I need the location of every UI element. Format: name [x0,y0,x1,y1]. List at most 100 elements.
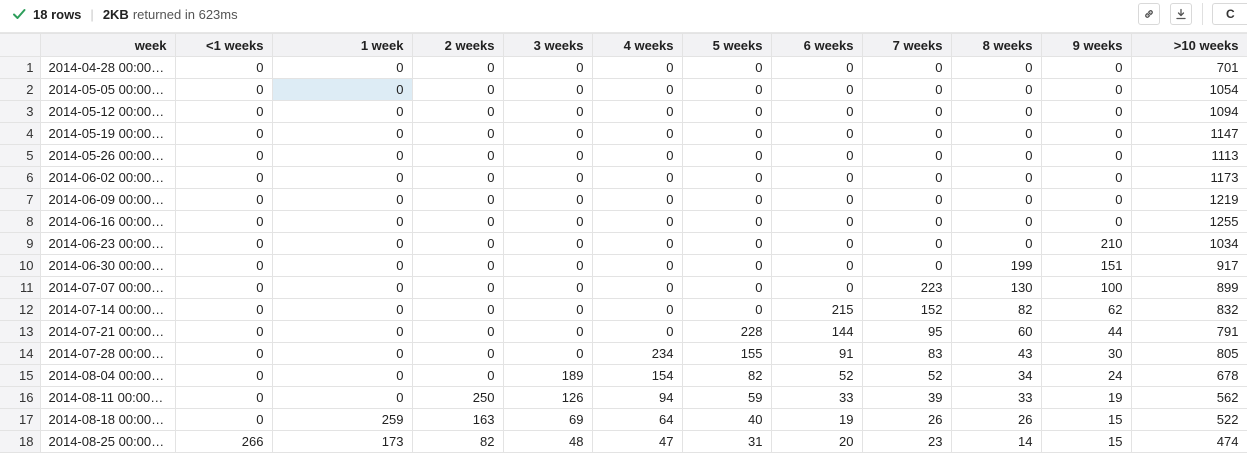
table-cell[interactable]: 62 [1040,298,1132,321]
table-cell[interactable]: 2014-06-16 00:00:… [39,210,176,233]
table-cell[interactable]: 0 [271,254,413,277]
table-cell[interactable]: 0 [681,188,772,211]
table-cell[interactable]: 2014-06-02 00:00:… [39,166,176,189]
table-cell[interactable]: 899 [1130,276,1247,299]
table-cell[interactable]: 0 [770,100,863,123]
table-cell[interactable]: 0 [174,364,273,387]
table-cell[interactable]: 173 [271,430,413,453]
table-cell[interactable]: 0 [591,56,683,79]
table-cell[interactable]: 40 [681,408,772,431]
table-cell[interactable]: 0 [861,100,952,123]
table-cell[interactable]: 0 [591,122,683,145]
table-cell[interactable]: 126 [502,386,593,409]
table-cell[interactable]: 0 [411,342,504,365]
table-cell[interactable]: 0 [411,100,504,123]
table-cell[interactable]: 1054 [1130,78,1247,101]
table-cell[interactable]: 0 [770,232,863,255]
table-cell[interactable]: 0 [770,56,863,79]
table-cell[interactable]: 228 [681,320,772,343]
table-cell[interactable]: 83 [861,342,952,365]
table-cell[interactable]: 0 [591,298,683,321]
table-cell[interactable]: 144 [770,320,863,343]
table-cell[interactable]: 0 [950,188,1042,211]
table-cell[interactable]: 33 [950,386,1042,409]
table-cell[interactable]: 154 [591,364,683,387]
table-cell[interactable]: 2014-05-19 00:00:… [39,122,176,145]
table-cell[interactable]: 59 [681,386,772,409]
table-cell[interactable]: 2014-08-18 00:00:… [39,408,176,431]
table-cell[interactable]: 43 [950,342,1042,365]
table-cell[interactable]: 19 [1040,386,1132,409]
table-cell[interactable]: 2014-05-12 00:00:… [39,100,176,123]
download-button[interactable] [1170,3,1192,25]
table-cell[interactable]: 0 [502,78,593,101]
table-cell[interactable]: 0 [271,56,413,79]
table-cell[interactable]: 0 [1040,144,1132,167]
table-cell[interactable]: 30 [1040,342,1132,365]
table-cell[interactable]: 0 [411,56,504,79]
table-cell[interactable]: 82 [950,298,1042,321]
table-cell[interactable]: 2014-07-28 00:00:… [39,342,176,365]
table-cell[interactable]: 0 [271,210,413,233]
column-header-7-weeks[interactable]: 7 weeks [861,33,952,57]
table-cell[interactable]: 805 [1130,342,1247,365]
table-cell[interactable]: 0 [770,188,863,211]
table-cell[interactable]: 1147 [1130,122,1247,145]
table-cell[interactable]: 0 [770,254,863,277]
table-cell[interactable]: 0 [770,78,863,101]
table-cell[interactable]: 0 [1040,210,1132,233]
table-cell[interactable]: 1255 [1130,210,1247,233]
column-header-week[interactable]: week [39,33,176,57]
table-cell[interactable]: 0 [770,166,863,189]
table-cell[interactable]: 0 [681,166,772,189]
table-cell[interactable]: 0 [591,232,683,255]
table-cell[interactable]: 0 [411,276,504,299]
table-cell[interactable]: 0 [271,100,413,123]
table-cell[interactable]: 189 [502,364,593,387]
table-cell[interactable]: 0 [681,56,772,79]
table-cell[interactable]: 60 [950,320,1042,343]
table-cell[interactable]: 69 [502,408,593,431]
table-cell[interactable]: 1219 [1130,188,1247,211]
table-cell[interactable]: 0 [502,188,593,211]
table-cell[interactable]: 0 [411,166,504,189]
table-cell[interactable]: 0 [950,210,1042,233]
table-cell[interactable]: 0 [591,78,683,101]
table-cell[interactable]: 0 [174,144,273,167]
table-cell[interactable]: 0 [502,254,593,277]
table-cell[interactable]: 0 [950,100,1042,123]
column-header-2-weeks[interactable]: 2 weeks [411,33,504,57]
table-cell[interactable]: 0 [1040,78,1132,101]
table-cell[interactable]: 0 [681,254,772,277]
table-cell[interactable]: 0 [271,78,413,101]
table-cell[interactable]: 0 [950,144,1042,167]
table-cell[interactable]: 52 [770,364,863,387]
table-cell[interactable]: 1113 [1130,144,1247,167]
table-cell[interactable]: 82 [411,430,504,453]
table-cell[interactable]: 0 [174,56,273,79]
table-cell[interactable]: 0 [271,188,413,211]
table-cell[interactable]: 44 [1040,320,1132,343]
copy-button[interactable]: C [1212,3,1247,25]
table-cell[interactable]: 2014-05-05 00:00:… [39,78,176,101]
column-header-9-weeks[interactable]: 9 weeks [1040,33,1132,57]
column-header-6-weeks[interactable]: 6 weeks [770,33,863,57]
column-header-gt10-weeks[interactable]: >10 weeks [1130,33,1247,57]
table-cell[interactable]: 0 [411,364,504,387]
table-cell[interactable]: 34 [950,364,1042,387]
table-cell[interactable]: 0 [271,320,413,343]
column-header-4-weeks[interactable]: 4 weeks [591,33,683,57]
table-cell[interactable]: 0 [861,122,952,145]
table-cell[interactable]: 0 [591,188,683,211]
table-cell[interactable]: 95 [861,320,952,343]
table-cell[interactable]: 0 [591,100,683,123]
table-cell[interactable]: 0 [861,166,952,189]
table-cell[interactable]: 0 [411,254,504,277]
table-cell[interactable]: 15 [1040,408,1132,431]
table-cell[interactable]: 0 [271,364,413,387]
table-cell[interactable]: 82 [681,364,772,387]
table-cell[interactable]: 31 [681,430,772,453]
table-cell[interactable]: 2014-06-23 00:00:… [39,232,176,255]
table-cell[interactable]: 0 [861,78,952,101]
table-cell[interactable]: 0 [411,78,504,101]
